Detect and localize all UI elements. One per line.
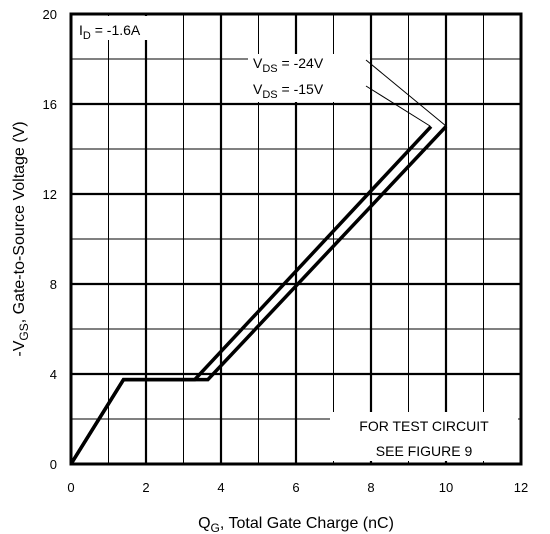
test-note-box <box>330 412 518 461</box>
y-tick-label: 8 <box>50 277 57 292</box>
y-tick-label: 20 <box>43 7 57 22</box>
y-tick-label: 16 <box>43 97 57 112</box>
condition-label: ID = -1.6A <box>79 22 141 42</box>
x-tick-label: 4 <box>217 480 224 495</box>
series-line-2 <box>69 125 433 465</box>
vds-15-leader <box>365 85 431 127</box>
y-tick-label: 4 <box>50 367 57 382</box>
test-note-line1: FOR TEST CIRCUIT <box>359 418 489 434</box>
x-tick-label: 2 <box>142 480 149 495</box>
x-tick-label: 8 <box>367 480 374 495</box>
x-tick-label: 0 <box>67 480 74 495</box>
y-tick-label: 12 <box>43 187 57 202</box>
x-axis-title: QG, Total Gate Charge (nC) <box>198 515 394 534</box>
vds-15-label: VDS = -15V <box>253 81 324 101</box>
y-axis-title: -VGS, Gate-to-Source Voltage (V) <box>11 121 31 356</box>
vds-labels-box <box>248 54 370 102</box>
tick-labels: 0 2 4 6 8 10 12 0 4 8 12 16 20 <box>43 7 529 495</box>
vds-24-leader <box>365 59 447 127</box>
x-tick-label: 10 <box>439 480 453 495</box>
vds-24-label: VDS = -24V <box>253 55 324 75</box>
x-tick-label: 6 <box>292 480 299 495</box>
y-tick-label: 0 <box>50 457 57 472</box>
series-layer <box>69 125 448 465</box>
x-tick-label: 12 <box>514 480 528 495</box>
condition-label-box <box>73 16 176 40</box>
test-note-line2: SEE FIGURE 9 <box>376 443 473 459</box>
plot-frame <box>69 12 523 466</box>
